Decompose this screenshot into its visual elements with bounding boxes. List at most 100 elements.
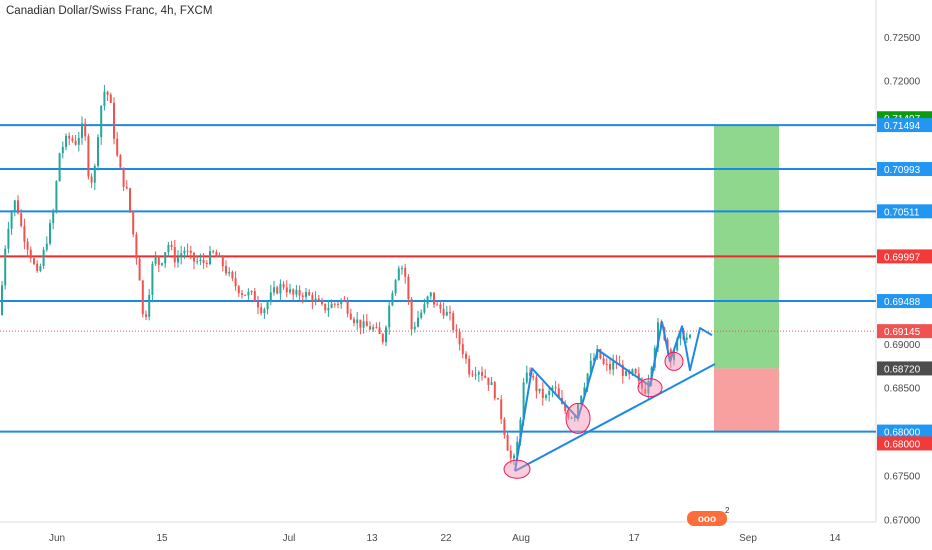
candle-body [279, 283, 282, 294]
candle-body [503, 419, 506, 435]
candle-body [436, 304, 439, 306]
candle-body [577, 403, 579, 417]
candle-body [625, 371, 627, 376]
level-price-label: 0.70993 [884, 165, 921, 176]
swing-low-highlight[interactable] [637, 378, 663, 398]
candle-body [247, 291, 250, 296]
swing-low-highlight[interactable] [503, 459, 531, 479]
candle-body [61, 146, 64, 154]
candle-body [669, 349, 672, 361]
candle-body [679, 331, 682, 339]
candle-body [413, 326, 416, 330]
candle-body [362, 321, 365, 328]
candle-body [119, 155, 122, 168]
candle-body [23, 226, 26, 242]
candle-body [602, 358, 605, 364]
candle-body [68, 135, 71, 139]
level-price-label: 0.70511 [884, 207, 920, 218]
candle-body [369, 326, 371, 330]
candle-body [570, 417, 573, 419]
candle-body [314, 298, 317, 302]
candle-body [90, 176, 93, 183]
candle-body [330, 303, 333, 308]
candle-body [282, 283, 285, 288]
loss-zone[interactable] [714, 368, 779, 432]
candle-body [538, 388, 541, 392]
candle-body [513, 455, 515, 459]
candle-body [100, 105, 103, 138]
candle-body [474, 374, 477, 376]
candle-body [580, 395, 583, 404]
candle-body [260, 307, 263, 314]
price-tick-label: 0.72500 [884, 33, 921, 44]
current-price-label-bg [877, 324, 932, 339]
candle-body [465, 353, 467, 359]
candle-body [93, 165, 96, 183]
candle-body [605, 363, 608, 365]
candle-body [548, 390, 551, 396]
candle-body [647, 381, 650, 394]
candle-body [634, 369, 637, 374]
candle-body [404, 267, 407, 277]
candle-body [468, 358, 471, 375]
stop-price-label-bg [877, 436, 932, 451]
candle-body [541, 388, 544, 398]
candle-body [557, 388, 560, 398]
zigzag-pattern[interactable] [514, 320, 713, 472]
stop-price-label: 0.68000 [884, 439, 921, 450]
candle-body [122, 167, 125, 187]
candle-body [215, 252, 218, 258]
trendline[interactable] [514, 363, 716, 472]
price-tick-label: 0.68500 [884, 384, 921, 395]
candle-body [397, 268, 400, 281]
candle-body [535, 377, 538, 392]
candle-body [388, 305, 391, 328]
candle-body [103, 91, 106, 106]
level-price-label: 0.69997 [884, 252, 921, 263]
candle-body [545, 395, 547, 398]
candle-body [593, 358, 595, 361]
candle-body [209, 251, 211, 265]
candle-body [164, 252, 167, 264]
candle-body [378, 327, 381, 334]
candle-body [132, 210, 135, 235]
candle-body [170, 244, 173, 248]
candle-body [13, 200, 16, 213]
candle-body [689, 335, 691, 338]
candle-body [641, 381, 643, 389]
candle-body [129, 188, 131, 211]
level-price-label-bg [877, 294, 932, 309]
candle-body [39, 266, 42, 271]
candle-body [116, 138, 119, 156]
candle-body [87, 136, 90, 177]
candle-body [621, 364, 624, 376]
candle-body [343, 299, 346, 302]
candle-body [36, 263, 39, 271]
swing-low-highlight[interactable] [664, 351, 684, 371]
candle-body [685, 337, 688, 340]
time-tick-label: Aug [512, 533, 530, 544]
candle-body [266, 302, 269, 310]
candle-body [42, 249, 45, 267]
candle-body [439, 304, 442, 309]
candle-body [241, 293, 243, 295]
candle-body [426, 296, 429, 305]
candle-body [276, 287, 279, 294]
candle-body [337, 303, 339, 305]
candle-body [154, 256, 157, 264]
profit-zone[interactable] [714, 124, 779, 369]
candle-body [525, 372, 528, 383]
candle-body [218, 256, 221, 258]
swing-low-highlight[interactable] [565, 402, 591, 434]
candle-body [141, 280, 144, 315]
candle-body [589, 360, 592, 374]
candle-body [493, 382, 496, 399]
candle-body [452, 313, 455, 330]
price-tick-label: 0.67500 [884, 471, 921, 482]
candle-body [125, 186, 128, 189]
candle-body [349, 313, 352, 320]
candle-body [612, 361, 615, 370]
candle-body [45, 243, 48, 250]
candle-body [644, 388, 647, 394]
